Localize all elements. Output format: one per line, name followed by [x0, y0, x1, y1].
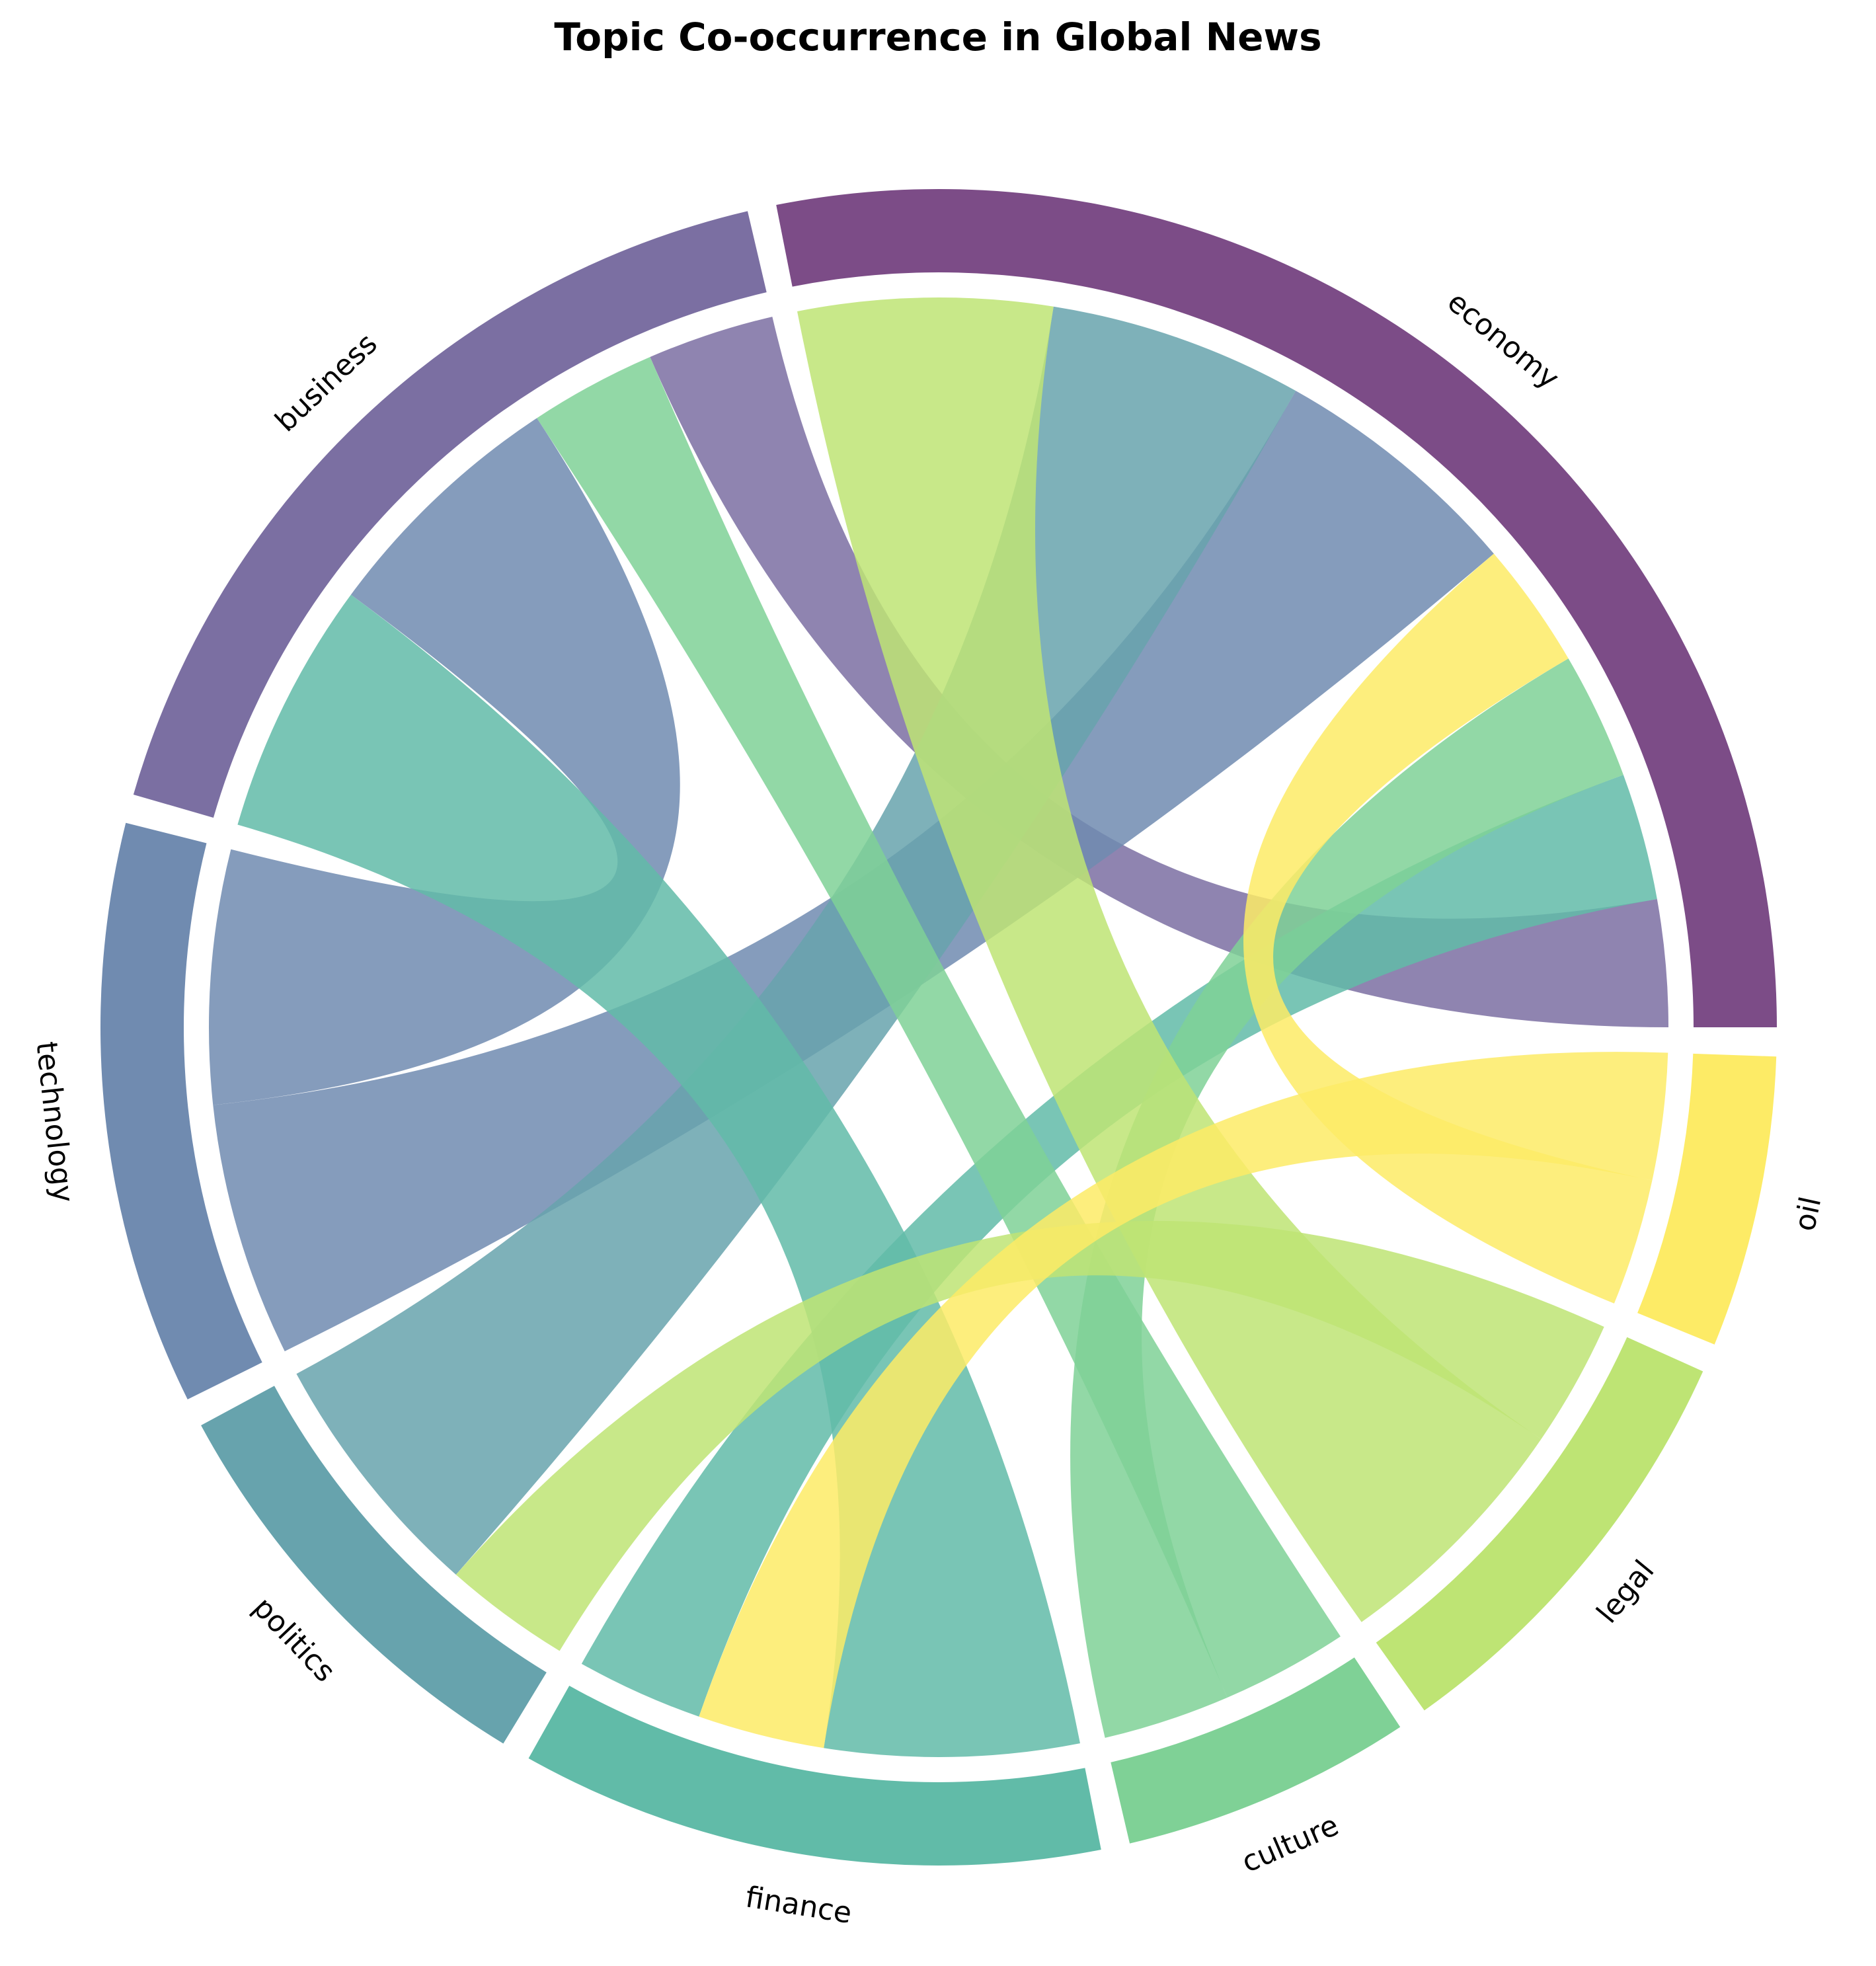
ribbon-politics-legal	[455, 1220, 1604, 1651]
chord-ribbons	[209, 297, 1668, 1757]
arc-oil	[1637, 1053, 1777, 1345]
ribbon-economy-culture	[1070, 658, 1623, 1738]
ribbon-economy-finance	[581, 775, 1657, 1717]
arc-legal	[1376, 1337, 1703, 1711]
chart-title: Topic Co-occurrence in Global News	[554, 15, 1322, 59]
arc-technology	[100, 822, 262, 1399]
arc-politics	[201, 1386, 547, 1744]
ribbon-business-culture	[537, 356, 1341, 1698]
label-technology: technology	[29, 1040, 80, 1204]
label-politics: politics	[247, 1591, 342, 1688]
label-culture: culture	[1237, 1809, 1343, 1880]
arc-business	[133, 211, 767, 818]
arc-economy	[776, 189, 1777, 1027]
ribbon-finance-oil	[699, 1052, 1668, 1749]
label-legal: legal	[1590, 1554, 1661, 1630]
ribbon-economy-business	[650, 317, 1668, 1028]
arc-finance	[528, 1685, 1101, 1866]
label-finance: finance	[743, 1880, 854, 1930]
ribbon-economy-politics	[296, 306, 1296, 1575]
arc-culture	[1111, 1657, 1401, 1844]
node-arcs	[100, 189, 1777, 1866]
label-oil: oil	[1788, 1194, 1828, 1234]
ribbon-economy-technology	[213, 391, 1494, 1352]
